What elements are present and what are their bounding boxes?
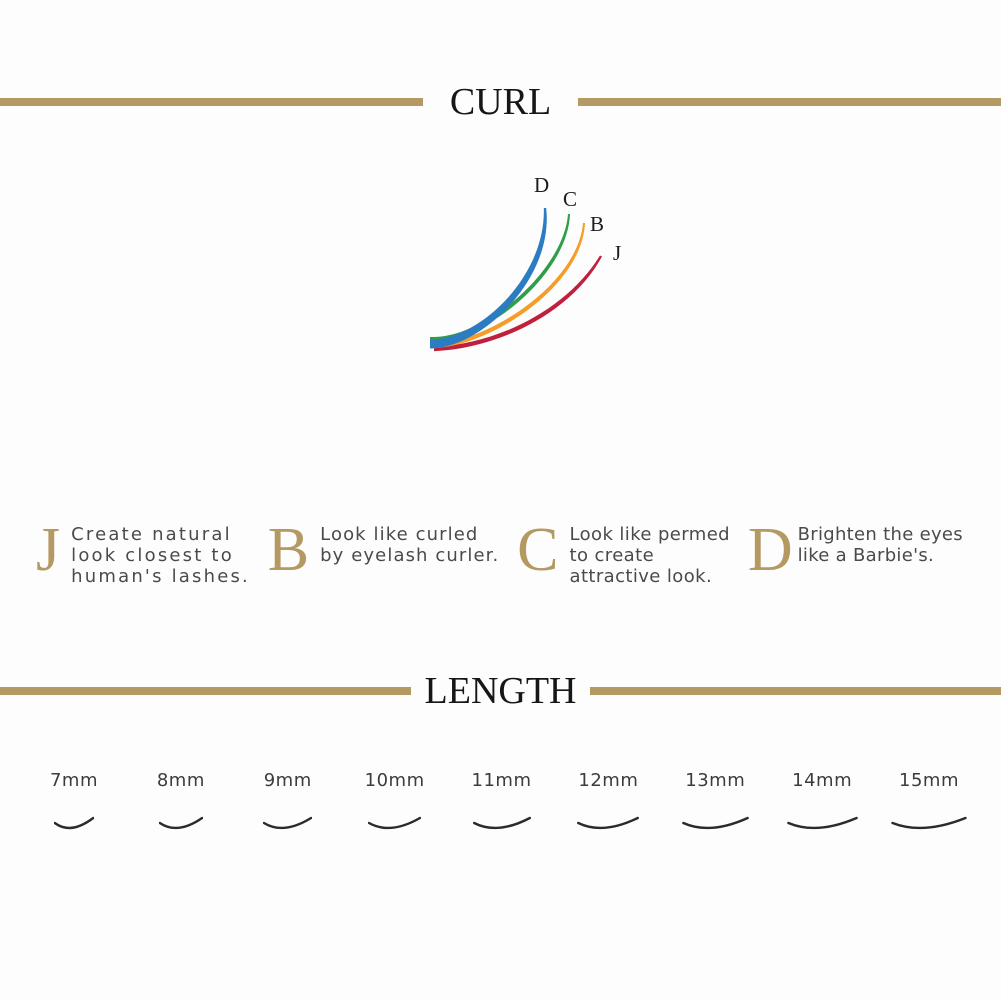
length-label: 9mm	[263, 770, 312, 791]
length-section-header: LENGTH	[0, 672, 1001, 710]
length-label: 12mm	[578, 770, 639, 791]
lash-curve-icon	[787, 815, 858, 837]
lash-curve-icon	[577, 815, 639, 837]
gold-divider-bar	[0, 98, 423, 106]
curl-curve-d-icon	[430, 208, 547, 349]
curl-type-b: B Look like curled by eyelash curler.	[267, 516, 500, 587]
length-item-8mm: 8mm	[139, 770, 223, 837]
curl-type-description-j: Create natural look closest to human's l…	[71, 524, 250, 587]
curl-type-c: C Look like permed to create attractive …	[517, 516, 730, 587]
length-label: 14mm	[792, 770, 853, 791]
curl-type-letter-b: B	[267, 516, 310, 584]
curve-label-d: D	[534, 173, 550, 197]
length-label: 10mm	[364, 770, 425, 791]
lash-curve-icon	[54, 815, 94, 837]
curl-curve-c-icon	[430, 214, 570, 342]
gold-divider-bar	[0, 687, 411, 695]
curl-type-letter-c: C	[517, 516, 559, 584]
curve-label-b: B	[590, 212, 605, 236]
length-item-12mm: 12mm	[566, 770, 650, 837]
length-item-10mm: 10mm	[353, 770, 437, 837]
curl-type-j: J Create natural look closest to human's…	[36, 516, 250, 587]
curl-curves-drawing	[430, 208, 602, 352]
lash-curve-icon	[891, 815, 967, 837]
length-label: 8mm	[156, 770, 205, 791]
lash-curve-icon	[682, 815, 749, 837]
lash-curve-icon	[473, 815, 531, 837]
length-item-7mm: 7mm	[32, 770, 116, 837]
length-item-11mm: 11mm	[460, 770, 544, 837]
curl-type-letter-j: J	[36, 516, 61, 584]
curl-type-letter-d: D	[747, 516, 793, 584]
lash-curve-icon	[263, 815, 312, 837]
length-options-row: 7mm 8mm 9mm 10mm 11mm 12mm 13mm 14mm	[0, 770, 1001, 837]
length-item-14mm: 14mm	[780, 770, 864, 837]
length-label: 13mm	[685, 770, 746, 791]
length-label: 11mm	[471, 770, 532, 791]
length-item-15mm: 15mm	[887, 770, 971, 837]
curl-type-d: D Brighten the eyes like a Barbie's.	[747, 516, 963, 587]
curl-curve-b-icon	[433, 223, 585, 349]
curve-label-j: J	[613, 241, 622, 265]
length-section-title: LENGTH	[424, 670, 577, 712]
gold-divider-bar	[590, 687, 1001, 695]
curl-types-row: J Create natural look closest to human's…	[0, 516, 1001, 587]
length-label: 15mm	[899, 770, 959, 791]
curve-label-c: C	[563, 187, 578, 211]
lash-curve-icon	[368, 815, 421, 837]
curl-type-description-d: Brighten the eyes like a Barbie's.	[797, 524, 963, 566]
length-item-9mm: 9mm	[246, 770, 330, 837]
curl-type-description-c: Look like permed to create attractive lo…	[569, 524, 730, 587]
curl-type-description-b: Look like curled by eyelash curler.	[320, 524, 500, 566]
lash-curve-icon	[159, 815, 203, 837]
curl-fan-diagram: D C B J	[400, 160, 660, 360]
length-label: 7mm	[49, 770, 99, 791]
gold-divider-bar	[578, 98, 1001, 106]
curl-section-title: CURL	[449, 81, 552, 123]
length-item-13mm: 13mm	[673, 770, 757, 837]
curl-section-header: CURL	[0, 83, 1001, 121]
